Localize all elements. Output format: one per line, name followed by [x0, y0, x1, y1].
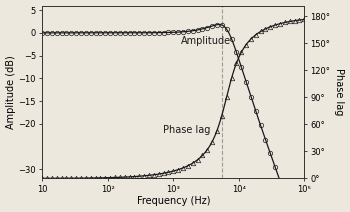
Y-axis label: Phase lag: Phase lag	[335, 68, 344, 116]
Text: Amplitude: Amplitude	[181, 36, 231, 46]
Text: Phase lag: Phase lag	[163, 125, 210, 135]
X-axis label: Frequency (Hz): Frequency (Hz)	[136, 197, 210, 206]
Y-axis label: Amplitude (dB): Amplitude (dB)	[6, 55, 15, 129]
